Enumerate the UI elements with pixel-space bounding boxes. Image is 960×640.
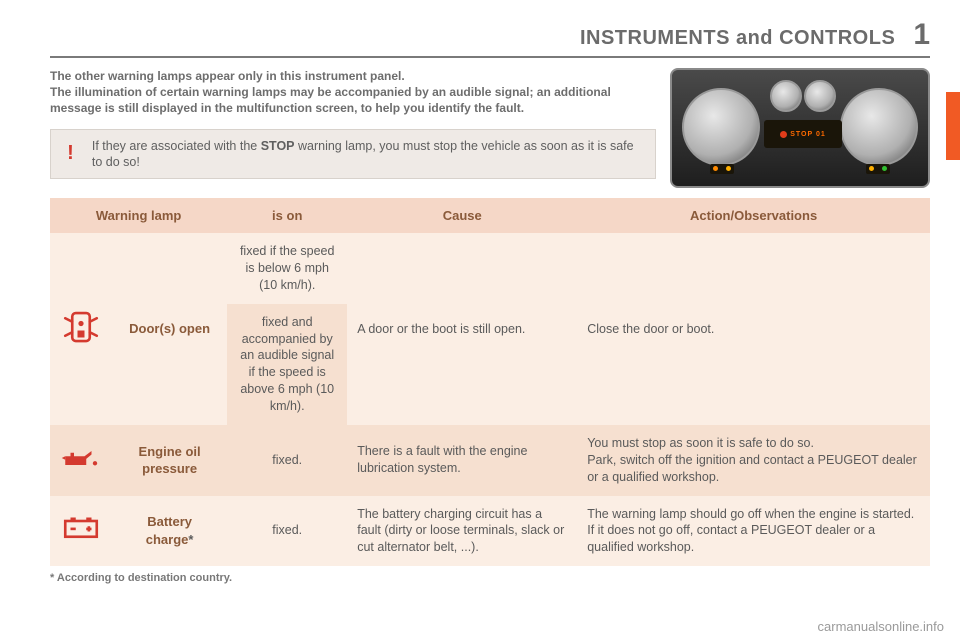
lcd-dot [780, 131, 787, 138]
oil-lamp-name: Engine oil pressure [112, 425, 227, 496]
col-header-lamp: Warning lamp [50, 198, 227, 233]
page-header: INSTRUMENTS and CONTROLS 1 [50, 18, 930, 52]
battery-action-l2: If it does not go off, contact a PEUGEOT… [587, 523, 875, 554]
mini-lcd-right [866, 164, 890, 174]
door-ison-1: fixed if the speed is below 6 mph (10 km… [227, 233, 347, 304]
oil-pressure-icon [50, 425, 112, 496]
battery-star: * [188, 532, 193, 547]
watermark: carmanualsonline.info [818, 619, 944, 634]
header-rule [50, 56, 930, 58]
oil-action-l2: Park, switch off the ignition and contac… [587, 453, 917, 484]
oil-cause: There is a fault with the engine lubrica… [347, 425, 577, 496]
fuel-gauge [770, 80, 802, 112]
table-row: Door(s) open fixed if the speed is below… [50, 233, 930, 304]
stop-callout: ! If they are associated with the STOP w… [50, 129, 656, 180]
col-header-cause: Cause [347, 198, 577, 233]
callout-bold: STOP [261, 139, 295, 153]
door-ison-2: fixed and accompanied by an audible sign… [227, 304, 347, 425]
battery-name: Battery charge [146, 514, 192, 547]
tachometer-gauge [840, 88, 918, 166]
door-open-icon [50, 233, 112, 425]
battery-charge-icon [50, 496, 112, 567]
intro-line1: The other warning lamps appear only in t… [50, 69, 405, 83]
car-door-icon [60, 306, 102, 348]
table-row: Engine oil pressure fixed. There is a fa… [50, 425, 930, 496]
battery-ison: fixed. [227, 496, 347, 567]
table-row: Battery charge* fixed. The battery charg… [50, 496, 930, 567]
oil-ison: fixed. [227, 425, 347, 496]
battery-action: The warning lamp should go off when the … [577, 496, 930, 567]
lcd-text: STOP 01 [790, 131, 826, 138]
door-action: Close the door or boot. [577, 233, 930, 425]
table-header-row: Warning lamp is on Cause Action/Observat… [50, 198, 930, 233]
oil-action: You must stop as soon it is safe to do s… [577, 425, 930, 496]
intro-section: The other warning lamps appear only in t… [50, 68, 930, 188]
battery-icon [60, 507, 102, 549]
door-cause: A door or the boot is still open. [347, 233, 577, 425]
oil-action-l1: You must stop as soon it is safe to do s… [587, 436, 814, 450]
mini-lcd-left [710, 164, 734, 174]
callout-text: If they are associated with the STOP war… [92, 138, 643, 171]
warning-lamp-table: Warning lamp is on Cause Action/Observat… [50, 198, 930, 566]
exclamation-icon: ! [63, 142, 78, 165]
battery-cause: The battery charging circuit has a fault… [347, 496, 577, 567]
cluster-lcd: STOP 01 [764, 120, 842, 148]
section-title: INSTRUMENTS and CONTROLS [580, 27, 895, 50]
intro-text: The other warning lamps appear only in t… [50, 68, 656, 117]
oil-can-icon [60, 437, 102, 479]
battery-lamp-name: Battery charge* [112, 496, 227, 567]
section-tab [946, 92, 960, 160]
door-lamp-name: Door(s) open [112, 233, 227, 425]
temp-gauge [804, 80, 836, 112]
callout-pre: If they are associated with the [92, 139, 261, 153]
col-header-ison: is on [227, 198, 347, 233]
intro-line2: The illumination of certain warning lamp… [50, 85, 611, 115]
intro-left: The other warning lamps appear only in t… [50, 68, 656, 188]
speedometer-gauge [682, 88, 760, 166]
col-header-action: Action/Observations [577, 198, 930, 233]
footnote: * According to destination country. [50, 572, 930, 584]
instrument-cluster-image: STOP 01 [670, 68, 930, 188]
chapter-number: 1 [913, 18, 930, 52]
manual-page: INSTRUMENTS and CONTROLS 1 The other war… [0, 0, 960, 594]
battery-action-l1: The warning lamp should go off when the … [587, 507, 914, 521]
